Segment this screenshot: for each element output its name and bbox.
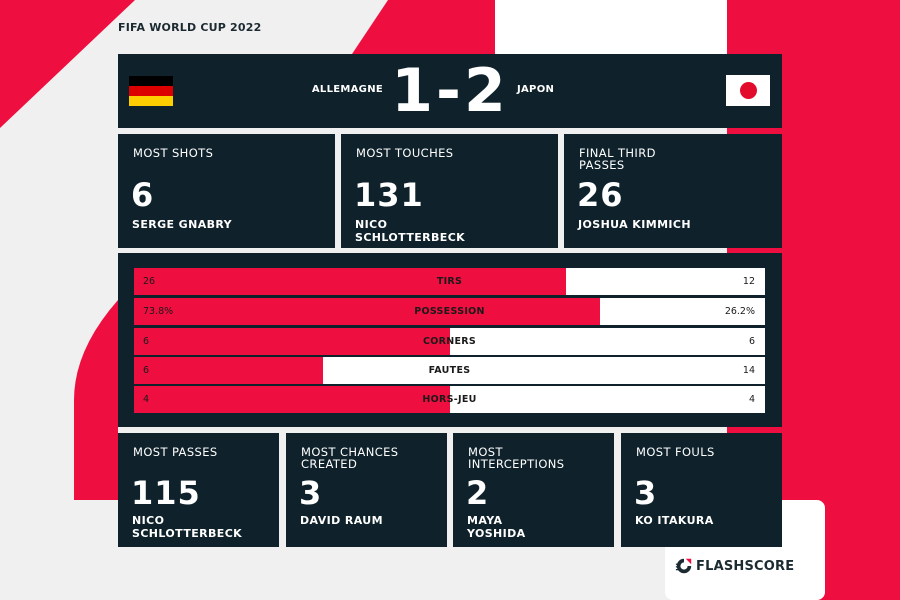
stat-card-value: 131 (354, 176, 424, 214)
home-team-name: ALLEMAGNE (311, 84, 383, 95)
stat-card-label: MOST TOUCHES (356, 146, 454, 160)
stat-bar-home-fill (134, 268, 566, 295)
stat-bar-label: TIRS (436, 276, 463, 287)
japan-flag-icon (726, 75, 770, 106)
stat-bar-fautes: 6 FAUTES 14 (134, 357, 765, 384)
team-stats-comparison: 26 TIRS 12 73.8% POSSESSION 26.2% 6 CORN… (118, 253, 782, 427)
stat-bar-possession: 73.8% POSSESSION 26.2% (134, 298, 765, 325)
stat-bar-away-value: 14 (742, 365, 755, 376)
stat-bar-home-value: 4 (143, 394, 150, 405)
stat-card-value: 6 (131, 176, 155, 214)
brand-name: FLASHSCORE (696, 558, 795, 574)
stat-bar-label: HORS-JEU (422, 394, 477, 405)
flashscore-logo: FLASHSCORE (675, 557, 794, 575)
stat-card-most-touches: MOST TOUCHES 131 NICO SCHLOTTERBECK (341, 134, 558, 248)
stat-card-most-shots: MOST SHOTS 6 SERGE GNABRY (118, 134, 335, 248)
stat-card-player: SERGE GNABRY (132, 218, 233, 231)
stat-bar-corners: 6 CORNERS 6 (134, 328, 765, 355)
stat-card-value: 26 (577, 176, 624, 214)
stat-bar-home-value: 6 (143, 336, 150, 347)
stat-card-value: 2 (466, 474, 490, 512)
stat-card-label: MOST CHANCES CREATED (301, 445, 399, 471)
stat-card-label: MOST PASSES (133, 445, 218, 459)
stat-bar-home-value: 26 (143, 276, 156, 287)
competition-title: FIFA WORLD CUP 2022 (118, 21, 262, 34)
stat-bar-home-fill (134, 357, 324, 384)
stat-bar-away-value: 4 (748, 394, 755, 405)
stat-bar-home-value: 73.8% (143, 306, 174, 317)
stat-card-player: JOSHUA KIMMICH (578, 218, 691, 231)
stat-card-player: KO ITAKURA (635, 514, 714, 527)
match-header: ALLEMAGNE 1-2 JAPON (118, 54, 782, 128)
stat-card-label: MOST FOULS (636, 445, 715, 459)
stat-bar-away-value: 26.2% (724, 306, 755, 317)
stat-bar-label: CORNERS (422, 336, 477, 347)
away-team-name: JAPON (517, 84, 555, 95)
stat-bar-label: POSSESSION (414, 306, 485, 317)
match-score: 1-2 (391, 56, 509, 126)
stat-card-player: NICO SCHLOTTERBECK (355, 218, 466, 244)
stat-card-most-chances-created: MOST CHANCES CREATED 3 DAVID RAUM (286, 433, 447, 547)
stat-bar-tirs: 26 TIRS 12 (134, 268, 765, 295)
stat-bar-home-value: 6 (143, 365, 150, 376)
stat-card-most-fouls: MOST FOULS 3 KO ITAKURA (621, 433, 782, 547)
stat-card-label: MOST INTERCEPTIONS (468, 445, 565, 471)
stat-bar-away-value: 6 (748, 336, 755, 347)
stat-card-player: MAYA YOSHIDA (467, 514, 526, 540)
stat-bar-label: FAUTES (428, 365, 471, 376)
stat-card-most-passes: MOST PASSES 115 NICO SCHLOTTERBECK (118, 433, 279, 547)
stat-bar-home-fill (134, 386, 450, 413)
flashscore-logo-icon (675, 558, 692, 574)
stat-card-most-interceptions: MOST INTERCEPTIONS 2 MAYA YOSHIDA (453, 433, 614, 547)
stat-bar-away-value: 12 (742, 276, 755, 287)
germany-flag-icon (129, 76, 173, 106)
stat-bar-home-fill (134, 298, 600, 325)
stat-card-player: DAVID RAUM (300, 514, 383, 527)
stat-card-value: 3 (634, 474, 658, 512)
stat-bar-hors-jeu: 4 HORS-JEU 4 (134, 386, 765, 413)
stat-bar-home-fill (134, 328, 450, 355)
stat-card-value: 115 (131, 474, 201, 512)
stat-card-value: 3 (299, 474, 323, 512)
stat-card-label: FINAL THIRD PASSES (579, 146, 656, 172)
stat-card-final-third-passes: FINAL THIRD PASSES 26 JOSHUA KIMMICH (564, 134, 782, 248)
stat-card-player: NICO SCHLOTTERBECK (132, 514, 243, 540)
stat-card-label: MOST SHOTS (133, 146, 214, 160)
